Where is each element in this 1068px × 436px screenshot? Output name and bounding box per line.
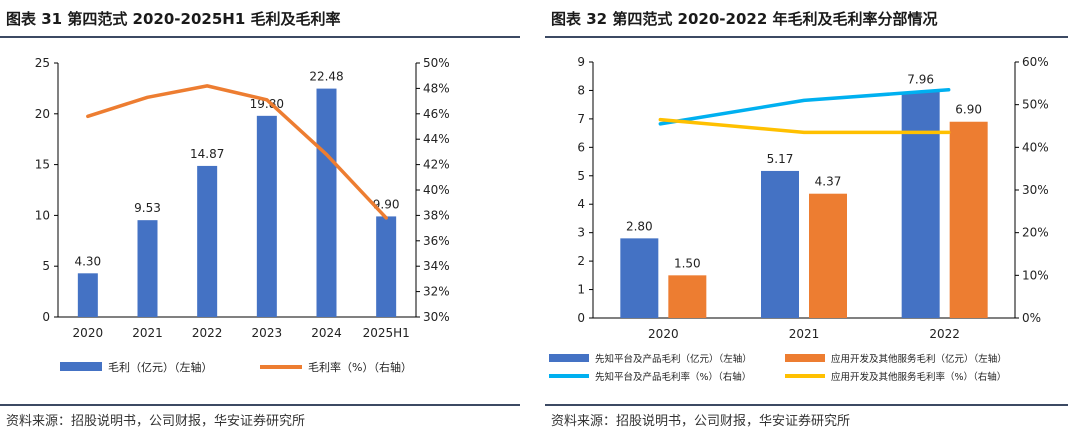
right-axis-tick-label: 46% <box>423 107 450 121</box>
right-axis-tick-label: 36% <box>423 234 450 248</box>
bar <box>376 216 397 317</box>
bar <box>316 88 337 317</box>
x-axis-category-label: 2022 <box>929 327 960 341</box>
right-source-rule <box>545 404 1068 406</box>
right-axis-tick-label: 48% <box>423 81 450 95</box>
x-axis-category-label: 2023 <box>252 326 283 340</box>
right-axis-tick-label: 40% <box>423 183 450 197</box>
right-axis-tick-label: 44% <box>423 132 450 146</box>
bar-data-label: 2.80 <box>626 219 653 233</box>
left-axis-tick-label: 25 <box>35 56 50 70</box>
bar-data-label: 4.37 <box>815 175 842 189</box>
right-title-rule <box>545 36 1068 38</box>
legend-label: 先知平台及产品毛利（亿元）（左轴） <box>595 353 752 365</box>
series-line <box>658 87 951 126</box>
legend-label: 应用开发及其他服务毛利率（%）（右轴） <box>831 371 1006 383</box>
bar-data-label: 6.90 <box>955 103 982 117</box>
left-chart-panel: 图表 31 第四范式 2020-2025H1 毛利及毛利率 0 5 10 15 20 25… <box>0 0 520 436</box>
bar <box>761 170 799 318</box>
left-axis-tick-label: 10 <box>35 208 50 222</box>
bar <box>197 165 218 317</box>
bar <box>809 193 847 318</box>
left-axis-tick-label: 7 <box>577 112 585 126</box>
x-axis-category-label: 2021 <box>132 326 163 340</box>
right-axis-tick-label: 50% <box>423 56 450 70</box>
left-axis-tick-label: 0 <box>42 310 50 324</box>
legend-label: 先知平台及产品毛利率（%）（右轴） <box>595 371 751 383</box>
left-axis-tick-label: 3 <box>577 226 585 240</box>
right-axis-tick-label: 20% <box>1022 226 1049 240</box>
right-chart-panel: 图表 32 第四范式 2020-2022 年毛利及毛利率分部情况 0 1 2 3 4 5 6… <box>545 0 1068 436</box>
left-chart-source: 资料来源：招股说明书，公司财报，华安证券研究所 <box>6 414 306 429</box>
right-axis-tick-label: 34% <box>423 259 450 273</box>
bar-data-label: 1.50 <box>674 256 701 270</box>
left-title-rule <box>0 36 520 38</box>
left-chart-svg: 0 5 10 15 20 25 30% 32% 34% 36% 38% 40% 42% 44% 46% 48%… <box>35 56 450 374</box>
bar <box>77 273 98 317</box>
x-axis-category-label: 2024 <box>311 326 342 340</box>
left-axis-tick-label: 5 <box>42 259 50 273</box>
left-axis-tick-label: 20 <box>35 107 50 121</box>
right-axis-tick-label: 30% <box>1022 183 1049 197</box>
bar-data-label: 7.96 <box>907 73 934 87</box>
right-chart-svg: 0 1 2 3 4 5 6 7 8 9 0% 10% 20% 30% 40% 50% 60% 2020 2021 20… <box>549 55 1049 383</box>
bar-data-label: 4.30 <box>74 254 101 268</box>
x-axis-category-label: 2020 <box>73 326 104 340</box>
legend-bar-swatch <box>785 354 825 362</box>
series-line <box>658 117 951 135</box>
left-axis-tick-label: 1 <box>577 283 585 297</box>
right-axis-tick-label: 30% <box>423 310 450 324</box>
legend-label: 应用开发及其他服务毛利（亿元）（左轴） <box>831 353 1007 365</box>
bar-data-label: 5.17 <box>767 152 794 166</box>
x-axis-category-label: 2025H1 <box>363 326 410 340</box>
right-chart-title: 图表 32 第四范式 2020-2022 年毛利及毛利率分部情况 <box>551 10 938 28</box>
bar-data-label: 14.87 <box>190 147 224 161</box>
bar <box>949 121 988 318</box>
legend-label: 毛利（亿元）（左轴） <box>108 360 213 374</box>
right-axis-tick-label: 40% <box>1022 140 1049 154</box>
legend-bar-swatch <box>549 354 589 362</box>
legend-label: 毛利率（%）（右轴） <box>308 360 412 374</box>
x-axis-category-label: 2022 <box>192 326 223 340</box>
bar-data-label: 22.48 <box>309 70 343 84</box>
left-axis-tick-label: 15 <box>35 158 50 172</box>
right-axis-tick-label: 60% <box>1022 55 1049 69</box>
left-chart-title: 图表 31 第四范式 2020-2025H1 毛利及毛利率 <box>6 10 341 28</box>
left-axis-tick-label: 9 <box>577 55 585 69</box>
right-axis-tick-label: 42% <box>423 158 450 172</box>
right-axis-tick-label: 0% <box>1022 311 1041 325</box>
x-axis-category-label: 2021 <box>789 327 820 341</box>
bar <box>901 91 940 319</box>
bar <box>620 238 659 318</box>
left-axis-tick-label: 2 <box>577 254 585 268</box>
left-axis-tick-label: 0 <box>577 311 585 325</box>
left-axis-tick-label: 8 <box>577 83 585 97</box>
bar <box>668 275 707 318</box>
left-axis-tick-label: 6 <box>577 140 585 154</box>
right-axis-tick-label: 38% <box>423 208 450 222</box>
right-chart-source: 资料来源：招股说明书，公司财报，华安证券研究所 <box>551 414 851 429</box>
bar-data-label: 9.53 <box>134 201 161 215</box>
right-axis-tick-label: 32% <box>423 285 450 299</box>
bar <box>137 220 158 317</box>
left-axis-tick-label: 4 <box>577 197 585 211</box>
left-axis-tick-label: 5 <box>577 169 585 183</box>
legend-bar-swatch <box>60 362 102 371</box>
left-source-rule <box>0 404 520 406</box>
right-axis-tick-label: 50% <box>1022 98 1049 112</box>
right-axis-tick-label: 10% <box>1022 268 1049 282</box>
series-line <box>86 84 388 220</box>
bar-data-label: 9.90 <box>373 197 400 211</box>
x-axis-category-label: 2020 <box>648 327 679 341</box>
bar <box>256 115 277 317</box>
